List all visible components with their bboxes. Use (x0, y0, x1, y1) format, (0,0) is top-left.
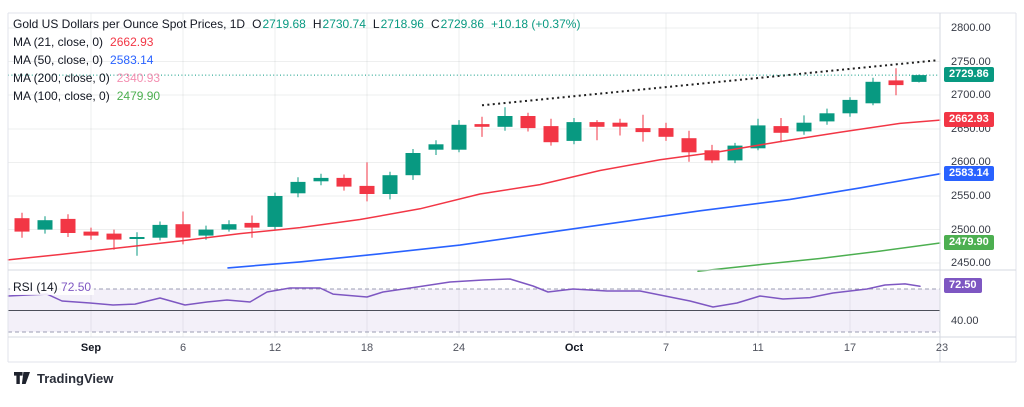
candle (727, 142, 743, 164)
price-tick-label: 2450.00 (951, 257, 991, 269)
time-tick-label: 24 (452, 342, 466, 354)
time-tick-label: 12 (268, 342, 282, 354)
candle (474, 116, 490, 137)
time-tick-label: 11 (752, 342, 764, 354)
candle (865, 77, 881, 106)
candle (911, 74, 927, 83)
price-tick-label: 2800.00 (951, 22, 991, 34)
rsi-badge: 72.50 (944, 278, 982, 293)
price-badge: 2662.93 (944, 112, 994, 127)
tradingview-logo-text: TradingView (37, 371, 114, 386)
ma100-legend-row[interactable]: MA (100, close, 0) 2479.90 (13, 87, 580, 105)
rsi-value: 72.50 (61, 280, 92, 294)
candle (842, 97, 858, 117)
rsi-line (7, 278, 921, 308)
ma50-value: 2583.14 (110, 53, 154, 67)
rsi-legend-row[interactable]: RSI (14) 72.50 (10, 280, 95, 295)
ma21-legend-row[interactable]: MA (21, close, 0) 2662.93 (13, 33, 580, 51)
tradingview-logo[interactable]: TradingView (14, 371, 113, 386)
time-tick-label: Oct (564, 342, 584, 354)
ma100-value: 2479.90 (116, 89, 161, 103)
ma50-line (227, 173, 941, 269)
time-tick-label: 7 (662, 342, 670, 354)
candle (796, 115, 812, 135)
ma100-label: MA (100, close, 0) (13, 89, 110, 103)
candle (290, 177, 306, 198)
price-tick-label: 2600.00 (951, 156, 991, 168)
price-badge: 2729.86 (944, 67, 994, 82)
time-tick-label: 23 (935, 342, 949, 354)
candle (520, 112, 536, 132)
candle (451, 120, 467, 153)
candle (405, 149, 421, 180)
ma50-legend-row[interactable]: MA (50, close, 0) 2583.14 (13, 51, 580, 69)
ma50-label: MA (50, close, 0) (13, 53, 104, 67)
tradingview-logo-icon (14, 372, 30, 384)
candle (497, 107, 513, 131)
rsi-label: RSI (14) (13, 280, 58, 294)
price-tick-label: 2550.00 (951, 190, 991, 202)
rsi-tick-label: 40.00 (951, 315, 979, 327)
candle (336, 174, 352, 191)
ohlc-close: C2729.86 (430, 17, 485, 31)
candle (244, 215, 260, 238)
candle (888, 68, 904, 96)
symbol-title-row[interactable]: Gold US Dollars per Ounce Spot Prices, 1… (13, 15, 580, 33)
ohlc-open: O2719.68 (252, 17, 306, 31)
candle (382, 171, 398, 200)
trendline (481, 59, 939, 107)
candle (83, 227, 99, 240)
candle (428, 140, 444, 155)
candle (37, 216, 53, 234)
candle (658, 122, 674, 141)
candle (773, 118, 789, 143)
ma21-label: MA (21, close, 0) (13, 35, 104, 49)
price-badge: 2479.90 (944, 235, 994, 250)
candle (106, 229, 122, 250)
candle (612, 118, 628, 136)
candle (267, 192, 283, 230)
candle (175, 211, 191, 245)
ohlc-low: L2718.96 (372, 17, 424, 31)
ma200-label: MA (200, close, 0) (13, 71, 110, 85)
ma200-legend-row[interactable]: MA (200, close, 0) 2340.93 (13, 69, 580, 87)
price-tick-label: 2700.00 (951, 89, 991, 101)
candle (221, 220, 237, 232)
candle (589, 120, 605, 141)
candle (14, 212, 30, 238)
candle (359, 162, 375, 202)
candle (543, 118, 559, 146)
symbol-title: Gold US Dollars per Ounce Spot Prices, 1… (13, 17, 246, 31)
time-tick-label: 6 (179, 342, 187, 354)
legend: Gold US Dollars per Ounce Spot Prices, 1… (13, 15, 580, 105)
candle (129, 232, 145, 256)
candle (60, 214, 76, 237)
time-tick-label: 17 (843, 342, 857, 354)
change-value: +10.18 (+0.37%) (491, 17, 581, 31)
time-tick-label: Sep (80, 342, 102, 354)
candle (152, 221, 168, 241)
ma21-value: 2662.93 (110, 35, 154, 49)
ma21-line (7, 119, 941, 261)
candle (681, 130, 697, 162)
price-tick-label: 2500.00 (951, 224, 991, 236)
candle (704, 144, 720, 164)
candle (819, 108, 835, 125)
candle (313, 173, 329, 186)
candle (635, 114, 651, 142)
price-badge: 2583.14 (944, 166, 994, 181)
ohlc-high: H2730.74 (312, 17, 366, 31)
ma200-value: 2340.93 (116, 71, 161, 85)
ma100-line (697, 242, 941, 273)
price-tick-label: 2750.00 (951, 56, 991, 68)
candle (566, 118, 582, 145)
time-tick-label: 18 (360, 342, 374, 354)
